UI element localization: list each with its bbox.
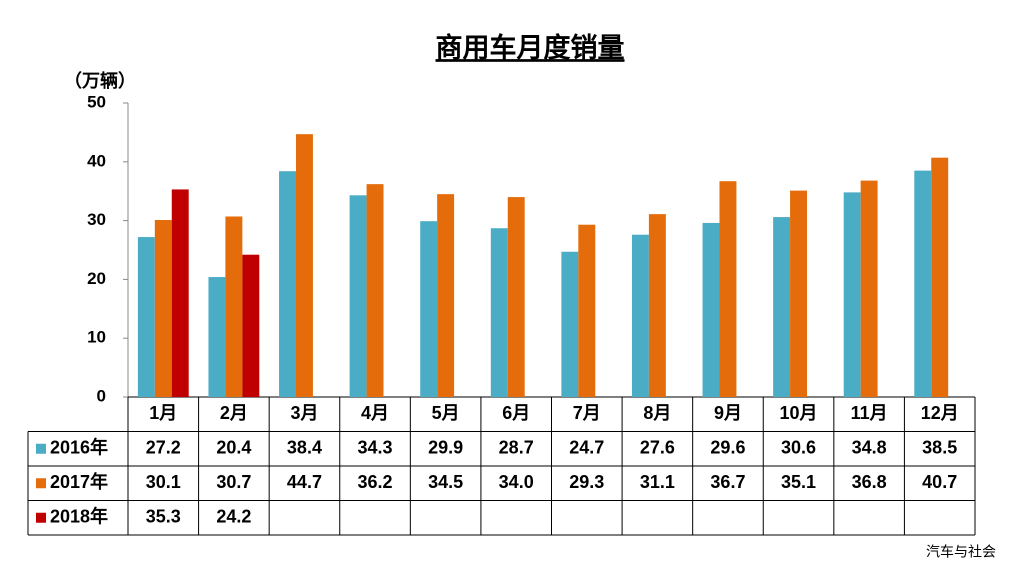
data-label: 38.5 bbox=[922, 438, 957, 458]
data-label: 28.7 bbox=[499, 438, 534, 458]
y-tick-label: 30 bbox=[87, 210, 106, 229]
data-label: 34.8 bbox=[852, 438, 887, 458]
bar bbox=[931, 157, 949, 397]
x-tick-label: 2月 bbox=[220, 403, 248, 423]
x-tick-label: 4月 bbox=[361, 403, 389, 423]
x-tick-label: 8月 bbox=[643, 403, 671, 423]
data-label: 35.3 bbox=[146, 507, 181, 527]
data-label: 35.1 bbox=[781, 472, 816, 492]
legend-swatch bbox=[36, 443, 46, 454]
bar bbox=[843, 192, 861, 397]
y-tick-label: 10 bbox=[87, 328, 106, 347]
bar bbox=[154, 220, 172, 397]
x-tick-label: 12月 bbox=[921, 403, 959, 423]
bar bbox=[208, 277, 226, 397]
bar bbox=[860, 180, 878, 397]
legend-label: 2016年 bbox=[50, 437, 108, 458]
data-label: 30.1 bbox=[146, 472, 181, 492]
data-label: 31.1 bbox=[640, 472, 675, 492]
bar bbox=[225, 216, 243, 397]
bar bbox=[648, 214, 666, 397]
y-tick-label: 20 bbox=[87, 269, 106, 288]
data-label: 34.5 bbox=[428, 472, 463, 492]
data-label: 38.4 bbox=[287, 438, 322, 458]
bar bbox=[507, 197, 525, 397]
bar bbox=[914, 170, 932, 397]
source: 汽车与社会 bbox=[926, 544, 996, 560]
bar bbox=[631, 234, 649, 397]
legend-label: 2017年 bbox=[50, 471, 108, 492]
y-axis-label: （万辆） bbox=[64, 70, 136, 91]
bar bbox=[420, 221, 438, 397]
x-tick-label: 11月 bbox=[851, 403, 888, 423]
data-label: 36.8 bbox=[852, 472, 887, 492]
y-tick-label: 40 bbox=[87, 151, 106, 170]
data-label: 29.3 bbox=[569, 472, 604, 492]
bar bbox=[490, 228, 508, 397]
x-tick-label: 7月 bbox=[573, 403, 601, 423]
x-tick-label: 1月 bbox=[149, 403, 177, 423]
data-label: 34.3 bbox=[358, 438, 393, 458]
bar bbox=[171, 189, 189, 397]
bar bbox=[578, 224, 596, 397]
legend-swatch bbox=[36, 512, 46, 523]
bar bbox=[773, 217, 791, 397]
legend-swatch bbox=[36, 478, 46, 489]
x-tick-label: 10月 bbox=[780, 403, 818, 423]
data-label: 30.7 bbox=[216, 472, 251, 492]
bar bbox=[242, 254, 260, 397]
bar bbox=[349, 195, 367, 397]
bar bbox=[295, 134, 313, 397]
data-label: 36.7 bbox=[710, 472, 745, 492]
data-label: 29.9 bbox=[428, 438, 463, 458]
data-label: 36.2 bbox=[358, 472, 393, 492]
bar bbox=[561, 251, 579, 397]
x-tick-label: 9月 bbox=[714, 403, 742, 423]
bar bbox=[702, 222, 720, 397]
x-tick-label: 6月 bbox=[502, 403, 530, 423]
data-label: 20.4 bbox=[216, 438, 251, 458]
x-tick-label: 3月 bbox=[290, 403, 318, 423]
data-label: 24.2 bbox=[216, 507, 251, 527]
bar bbox=[790, 190, 808, 397]
legend-label: 2018年 bbox=[50, 506, 108, 527]
data-label: 30.6 bbox=[781, 438, 816, 458]
x-tick-label: 5月 bbox=[432, 403, 460, 423]
data-label: 44.7 bbox=[287, 472, 322, 492]
y-tick-label: 50 bbox=[87, 92, 106, 111]
bar bbox=[366, 184, 384, 397]
data-label: 24.7 bbox=[569, 438, 604, 458]
data-label: 29.6 bbox=[710, 438, 745, 458]
data-label: 40.7 bbox=[922, 472, 957, 492]
chart-title: 商用车月度销量 bbox=[436, 32, 625, 63]
bar bbox=[437, 194, 455, 397]
bar bbox=[279, 171, 296, 397]
y-tick-label: 0 bbox=[97, 386, 106, 405]
data-label: 34.0 bbox=[499, 472, 534, 492]
data-label: 27.6 bbox=[640, 438, 675, 458]
data-label: 27.2 bbox=[146, 438, 181, 458]
bar bbox=[719, 181, 737, 397]
bar bbox=[137, 237, 155, 397]
